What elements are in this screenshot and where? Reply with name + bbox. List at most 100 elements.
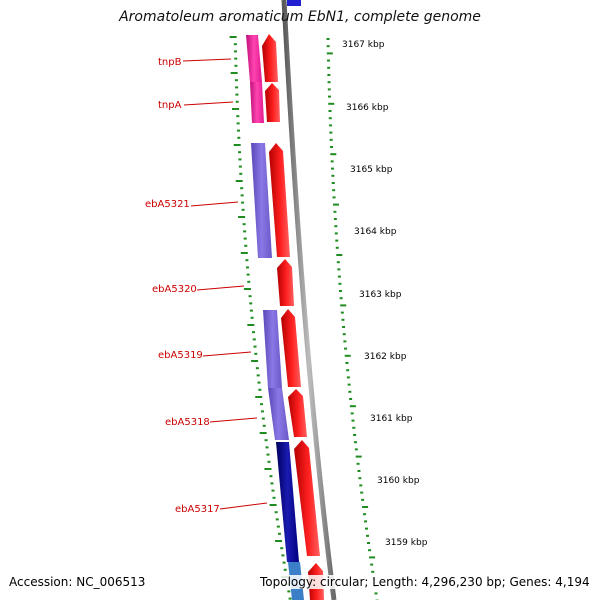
gc-content-outer-track <box>326 38 379 600</box>
gene-label-ebA5320: ebA5320 <box>152 284 197 295</box>
gc-skew-dash <box>254 352 258 355</box>
gc-content-dash <box>326 59 330 62</box>
leader-line <box>190 201 239 207</box>
gc-content-dash <box>340 311 344 314</box>
gc-skew-dash <box>233 144 241 146</box>
gc-skew-dash <box>275 540 283 542</box>
gc-skew-dash <box>264 439 268 442</box>
gc-skew-dash <box>231 108 239 110</box>
gc-content-dash <box>347 383 351 386</box>
gc-content-dash <box>326 45 330 48</box>
gc-skew-dash <box>234 79 238 82</box>
gc-skew-dash <box>238 165 242 168</box>
gc-content-dash <box>346 369 350 372</box>
gc-content-dash <box>329 146 333 148</box>
gc-content-dash <box>348 390 352 393</box>
gc-content-dash <box>371 570 375 573</box>
leader-line <box>209 417 258 423</box>
leader-line <box>219 502 268 510</box>
gc-skew-dash <box>275 518 279 521</box>
fwd-gene-3 <box>269 143 290 257</box>
genome-summary: Topology: circular; Length: 4,296,230 bp… <box>260 575 590 589</box>
fwd-gene-7 <box>294 440 320 556</box>
gc-skew-dash <box>236 129 240 132</box>
gc-content-dash <box>342 333 346 336</box>
gc-skew-dash <box>252 338 256 341</box>
gc-skew-dash <box>229 36 237 38</box>
gc-content-dash <box>349 405 356 408</box>
gc-skew-dash <box>238 158 242 161</box>
top-feature-block <box>287 0 301 6</box>
gc-content-dash <box>357 470 361 472</box>
gc-content-dash <box>332 203 339 206</box>
gc-skew-dash <box>244 244 248 247</box>
gc-skew-dash <box>250 316 254 319</box>
gc-content-dash <box>337 268 341 271</box>
gc-content-dash <box>355 455 362 458</box>
gc-content-dash <box>362 506 369 508</box>
gc-content-dash <box>337 275 341 278</box>
gene-label-tnpB: tnpB <box>158 57 182 68</box>
gc-skew-dash <box>282 561 286 564</box>
gc-content-dash <box>344 347 348 350</box>
fwd-gene-4 <box>277 259 294 306</box>
gc-content-dash <box>349 398 353 400</box>
gc-skew-dash <box>234 57 238 60</box>
gc-skew-dash <box>253 345 257 348</box>
gc-skew-dash <box>287 590 291 593</box>
gc-content-dash <box>330 160 334 163</box>
fwd-gene-1 <box>262 34 278 82</box>
gc-content-dash <box>328 117 332 120</box>
gc-skew-dash <box>271 489 275 492</box>
gc-skew-dash <box>235 100 239 103</box>
gc-content-dash <box>328 110 332 112</box>
gc-skew-dash <box>272 496 276 499</box>
gc-content-dash <box>366 534 370 537</box>
gc-skew-dash <box>234 64 238 67</box>
gc-content-dash <box>334 225 338 228</box>
gc-content-dash <box>326 38 330 40</box>
gc-skew-dash <box>243 237 247 240</box>
gc-skew-dash <box>264 468 272 470</box>
gc-content-dash <box>364 520 368 523</box>
gc-content-dash <box>352 426 356 429</box>
genome-summary-text: Topology: circular; Length: 4,296,230 bp… <box>260 575 590 589</box>
gc-skew-dash <box>243 288 251 290</box>
gc-skew-dash <box>249 302 253 305</box>
gc-content-dash <box>334 232 338 235</box>
accession-text: Accession: NC_006513 <box>9 575 146 589</box>
leader-line <box>202 351 252 357</box>
gc-content-dash <box>327 74 331 76</box>
gc-content-dash <box>340 304 347 307</box>
gc-content-dash <box>333 218 337 220</box>
gene-label-ebA5317: ebA5317 <box>175 504 220 515</box>
gene-block-tnpB <box>246 35 262 82</box>
gc-skew-dash <box>240 252 248 254</box>
gc-skew-dash <box>276 525 280 528</box>
gc-skew-dash <box>267 460 271 463</box>
gc-skew-dash <box>240 194 244 197</box>
gc-skew-dash <box>245 259 249 262</box>
gc-skew-dash <box>235 180 243 182</box>
gc-skew-dash <box>288 597 292 600</box>
leader-line <box>196 285 245 291</box>
gc-content-dash <box>336 254 343 256</box>
gc-content-dash <box>327 88 331 91</box>
tick-label: 3162 kbp <box>364 352 407 362</box>
gc-skew-dash <box>246 273 250 276</box>
gc-skew-dash <box>277 532 281 535</box>
gc-content-dash <box>359 484 363 487</box>
gc-skew-dash <box>252 331 256 334</box>
gc-content-dash <box>365 527 369 530</box>
tick-label: 3161 kbp <box>370 414 413 424</box>
gc-content-dash <box>350 412 354 415</box>
gc-content-dash <box>361 498 365 501</box>
gene-block-ebA5317 <box>276 442 299 562</box>
gc-skew-dash <box>234 50 238 53</box>
gc-skew-dash <box>230 72 238 74</box>
gc-content-dash <box>353 441 357 444</box>
gc-skew-dash <box>240 187 244 190</box>
gc-skew-dash <box>235 93 239 96</box>
gc-content-dash <box>339 297 343 300</box>
